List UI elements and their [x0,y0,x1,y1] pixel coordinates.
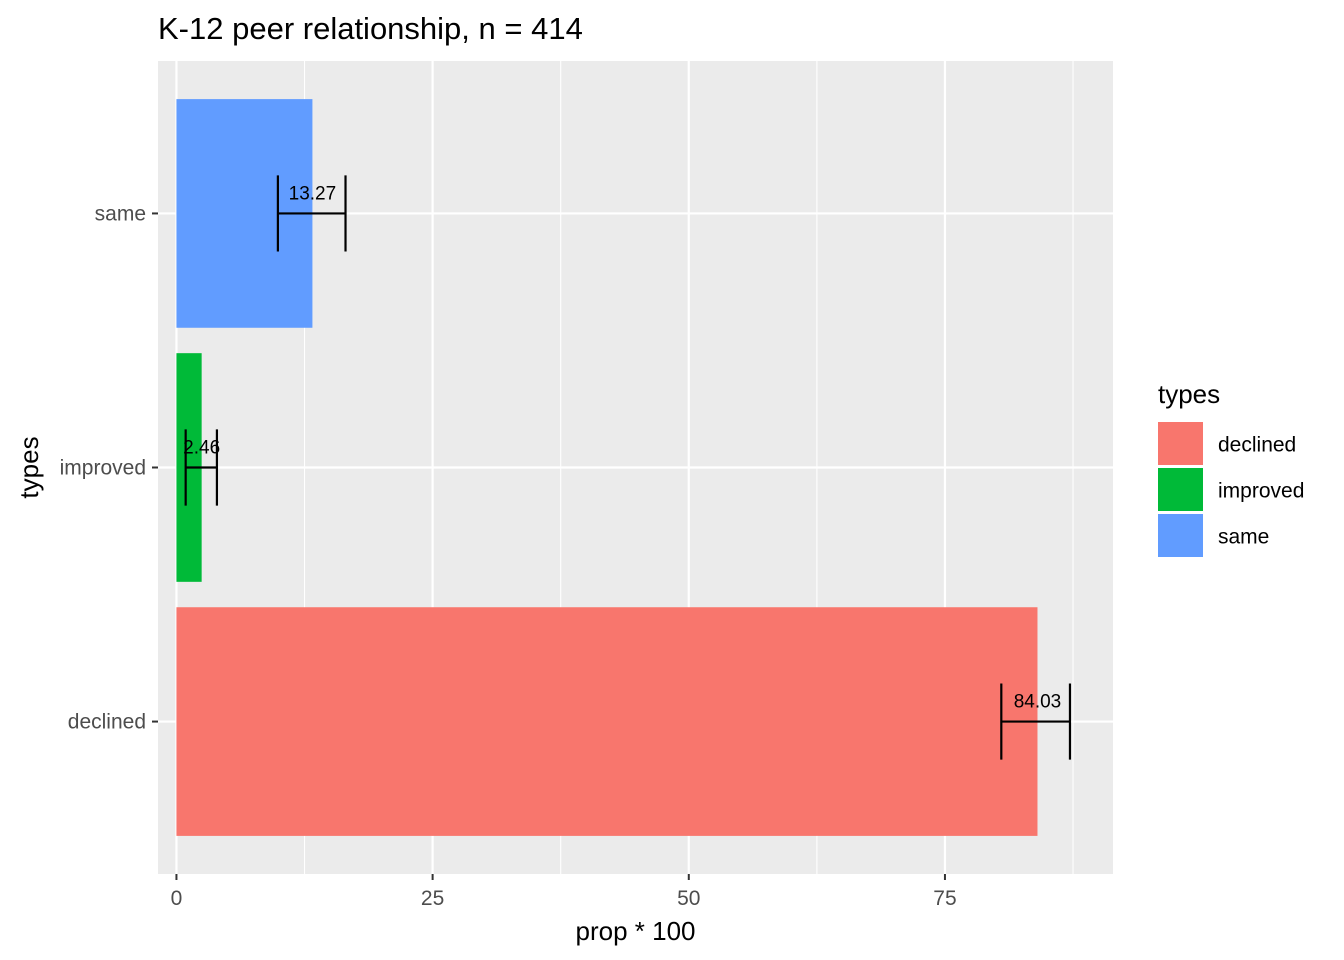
x-tick-label: 0 [171,887,183,910]
x-axis: 0 25 50 75 [171,874,957,910]
y-tick-label-same: same [95,202,146,225]
y-axis: declined improved same [60,202,158,734]
legend-key-declined [1158,422,1203,465]
legend-key-same [1158,514,1203,557]
x-axis-title: prop * 100 [576,916,696,946]
x-tick-label: 50 [677,887,700,910]
y-axis-title: types [14,436,44,498]
legend-label-same: same [1218,526,1269,549]
bar-value-label-improved: 2.46 [183,438,220,459]
legend-title: types [1158,379,1220,409]
x-tick-label: 75 [933,887,956,910]
legend-key-improved [1158,468,1203,511]
legend: types declined improved same [1158,379,1304,557]
y-tick-label-improved: improved [60,457,146,480]
chart-title: K-12 peer relationship, n = 414 [158,11,583,46]
legend-label-improved: improved [1218,480,1304,503]
bar-value-label-same: 13.27 [289,183,337,204]
x-tick-label: 25 [421,887,444,910]
bar-value-label-declined: 84.03 [1014,692,1062,713]
bar-declined [176,607,1038,836]
legend-label-declined: declined [1218,434,1296,457]
bars [176,99,1038,836]
bar-value-labels: 84.03 2.46 13.27 [183,183,1061,712]
error-bars [184,175,1072,760]
y-tick-label-declined: declined [68,711,146,734]
